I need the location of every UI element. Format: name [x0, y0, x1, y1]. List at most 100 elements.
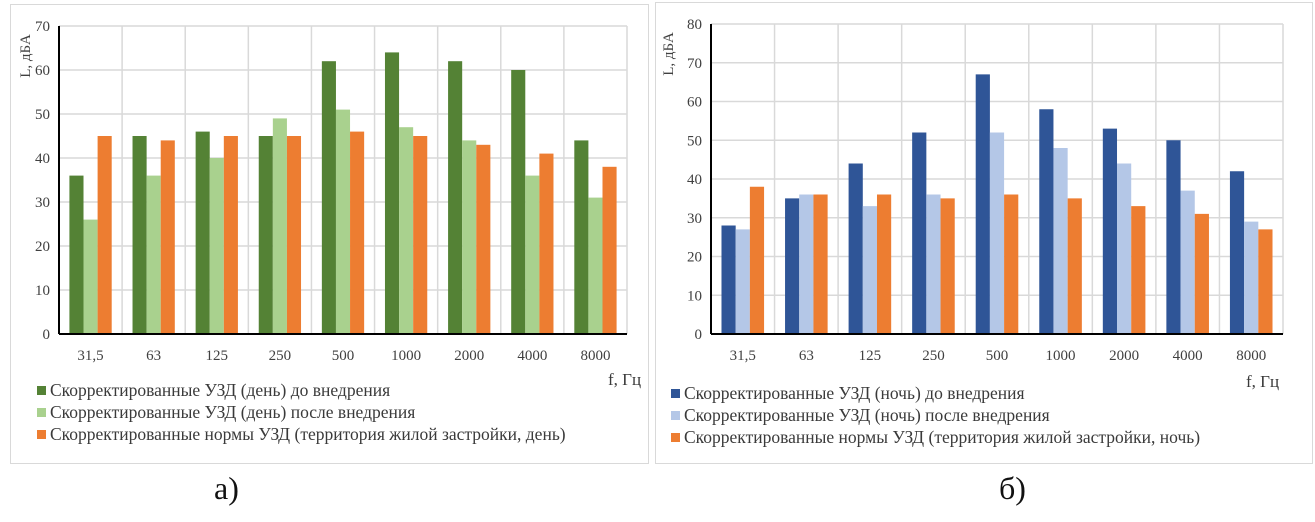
bar-1	[574, 140, 589, 334]
legend-swatch	[37, 385, 46, 395]
bar-1	[1229, 171, 1245, 334]
legend-swatch	[671, 432, 680, 442]
bar-1	[1039, 109, 1054, 334]
chart-a-legend: Скорректированные УЗД (день) до внедрени…	[37, 379, 566, 445]
bar-2	[462, 140, 477, 334]
x-tick-label: 250	[922, 348, 945, 364]
y-tick-label: 0	[43, 327, 51, 343]
bar-2	[1244, 221, 1259, 334]
bar-1	[721, 225, 736, 334]
bar-3	[350, 131, 365, 334]
y-tick-label: 70	[687, 56, 702, 72]
bar-2	[588, 197, 603, 334]
y-tick-label: 30	[687, 211, 702, 227]
chart-b-svg: 0 10 20 30 40 50 60 70 80 31,5 63 125 250 500 1000 2000…	[661, 17, 1284, 364]
bar-2	[209, 158, 224, 334]
x-tick-label: 1000	[1046, 348, 1076, 364]
bar-1	[384, 52, 400, 335]
bar-2	[83, 219, 98, 334]
chart-b-x-axis-title: f, Гц	[1246, 372, 1280, 391]
legend-label: Скорректированные УЗД (ночь) до внедрени…	[684, 383, 1025, 403]
bar-2	[926, 194, 941, 334]
bar-1	[258, 136, 273, 334]
x-tick-label: 8000	[580, 348, 610, 364]
caption-b: б)	[999, 470, 1026, 506]
bar-1	[511, 70, 526, 334]
bar-3	[97, 136, 112, 334]
bar-1	[132, 136, 147, 334]
bar-3	[286, 136, 302, 334]
bar-2	[989, 132, 1005, 334]
y-tick-label: 10	[35, 283, 50, 299]
legend-swatch	[671, 410, 680, 420]
y-tick-label: 50	[35, 107, 50, 123]
y-tick-label: 40	[687, 172, 702, 188]
x-tick-label: 250	[269, 348, 292, 364]
bar-1	[785, 198, 800, 334]
y-tick-label: 30	[35, 195, 50, 211]
y-tick-label: 40	[35, 151, 50, 167]
bar-1	[912, 132, 927, 334]
x-tick-label: 4000	[517, 348, 547, 364]
bar-3	[1067, 198, 1082, 334]
legend-item: Скорректированные нормы УЗД (территория …	[37, 423, 566, 445]
bar-1	[321, 61, 336, 334]
bar-3	[160, 140, 175, 334]
y-tick-label: 50	[687, 133, 702, 149]
bar-2	[272, 118, 287, 335]
bar-3	[1131, 206, 1146, 334]
bar-1	[448, 61, 463, 334]
bar-2	[335, 109, 351, 334]
bar-3	[476, 144, 491, 334]
legend-label: Скорректированные нормы УЗД (территория …	[50, 424, 566, 444]
legend-label: Скорректированные нормы УЗД (территория …	[684, 427, 1201, 447]
legend-item: Скорректированные УЗД (ночь) после внедр…	[671, 404, 1200, 426]
bar-3	[876, 194, 892, 334]
bar-2	[1117, 163, 1132, 334]
x-tick-label: 2000	[454, 348, 484, 364]
legend-item: Скорректированные нормы УЗД (территория …	[671, 426, 1200, 448]
bar-1	[975, 74, 990, 334]
legend-swatch	[37, 407, 46, 417]
chart-a-svg: 0 10 20 30 40 50 60 70 31,5 63 125 250 500 1000 2000 40…	[18, 19, 628, 364]
bar-3	[1004, 194, 1019, 334]
x-tick-label: 63	[799, 348, 814, 364]
y-axis-title: L, дБА	[661, 32, 677, 76]
x-tick-label: 1000	[391, 348, 421, 364]
y-tick-label: 80	[687, 17, 702, 33]
chart-b-frame: 0 10 20 30 40 50 60 70 80 31,5 63 125 250 500 1000 2000…	[655, 2, 1313, 464]
bar-3	[1194, 213, 1209, 334]
bar-2	[146, 175, 161, 334]
bar-3	[602, 166, 617, 334]
bar-2	[525, 175, 540, 334]
y-tick-label: 70	[35, 19, 50, 35]
x-tick-label: 4000	[1173, 348, 1203, 364]
bar-2	[1053, 148, 1068, 334]
bar-3	[539, 153, 554, 334]
legend-label: Скорректированные УЗД (день) до внедрени…	[50, 380, 391, 400]
caption-a: а)	[214, 470, 239, 506]
chart-b-legend: Скорректированные УЗД (ночь) до внедрени…	[671, 382, 1200, 448]
legend-swatch	[37, 429, 46, 439]
bar-2	[735, 229, 750, 334]
legend-item: Скорректированные УЗД (ночь) до внедрени…	[671, 382, 1200, 404]
bar-2	[1180, 190, 1195, 334]
bar-2	[399, 127, 414, 334]
bar-3	[413, 136, 428, 334]
bar-2	[799, 194, 814, 334]
bar-3	[940, 198, 955, 334]
x-tick-label: 2000	[1109, 348, 1139, 364]
y-axis-title: L, дБА	[18, 34, 34, 78]
y-tick-label: 0	[695, 327, 703, 343]
x-tick-label: 500	[986, 348, 1009, 364]
x-tick-label: 125	[206, 348, 229, 364]
bar-3	[749, 186, 765, 334]
y-tick-label: 10	[687, 288, 702, 304]
y-tick-label: 20	[35, 239, 50, 255]
x-tick-label: 31,5	[730, 348, 756, 364]
bar-2	[862, 206, 877, 334]
x-tick-label: 125	[859, 348, 882, 364]
y-tick-label: 60	[35, 63, 50, 79]
legend-item: Скорректированные УЗД (день) до внедрени…	[37, 379, 566, 401]
bar-3	[223, 136, 238, 334]
